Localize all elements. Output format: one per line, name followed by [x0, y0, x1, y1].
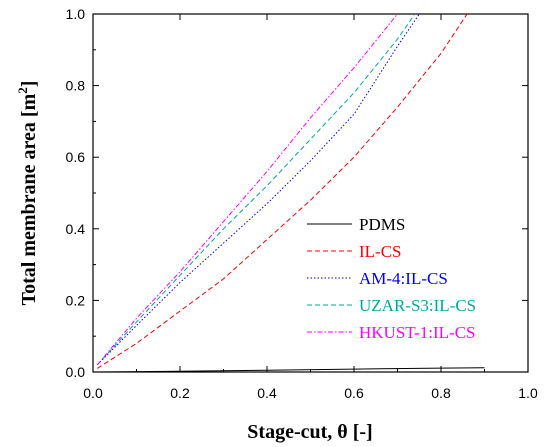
legend-label-pdms: PDMS — [359, 215, 405, 234]
series-lines — [96, 14, 485, 372]
series-line-uzar-s3-il-cs — [96, 14, 416, 366]
plot-area-border — [92, 13, 529, 373]
series-line-il-cs — [97, 14, 468, 369]
y-axis-title: Total membrane area [m2] — [15, 81, 40, 306]
series-line-hkust-1-il-cs — [96, 14, 398, 366]
x-tick-label: 0.2 — [170, 385, 190, 401]
y-tick-label: 0.8 — [66, 78, 86, 94]
legend: PDMS IL-CS AM-4:IL-CS UZAR-S3:IL-CS HKUST-1:… — [307, 215, 476, 342]
x-tick-label: 1.0 — [518, 385, 538, 401]
y-tick-label: 0.2 — [66, 292, 86, 308]
x-tick-label: 0.8 — [431, 385, 451, 401]
x-tick-label: 0.4 — [257, 385, 277, 401]
legend-label-am-4-il-cs: AM-4:IL-CS — [359, 269, 448, 288]
y-tick-label: 0.6 — [66, 149, 86, 165]
x-tick-label: 0.0 — [83, 385, 103, 401]
y-tick-label: 1.0 — [66, 6, 86, 22]
x-axis-title: Stage-cut, θ [-] — [247, 421, 372, 443]
legend-label-hkust-1-il-cs: HKUST-1:IL-CS — [359, 323, 476, 342]
x-tick-label: 0.6 — [344, 385, 364, 401]
legend-label-uzar-s3-il-cs: UZAR-S3:IL-CS — [359, 296, 476, 315]
y-tick-label: 0.4 — [66, 221, 86, 237]
y-tick-label: 0.0 — [66, 364, 86, 380]
legend-label-il-cs: IL-CS — [359, 242, 402, 261]
y-axis-title-end: ] — [18, 81, 40, 88]
y-axis-title-main: Total membrane area [m — [18, 93, 40, 305]
plot-frame — [92, 13, 529, 373]
y-axis-title-superscript: 2 — [15, 87, 30, 94]
series-line-pdms — [97, 367, 485, 372]
